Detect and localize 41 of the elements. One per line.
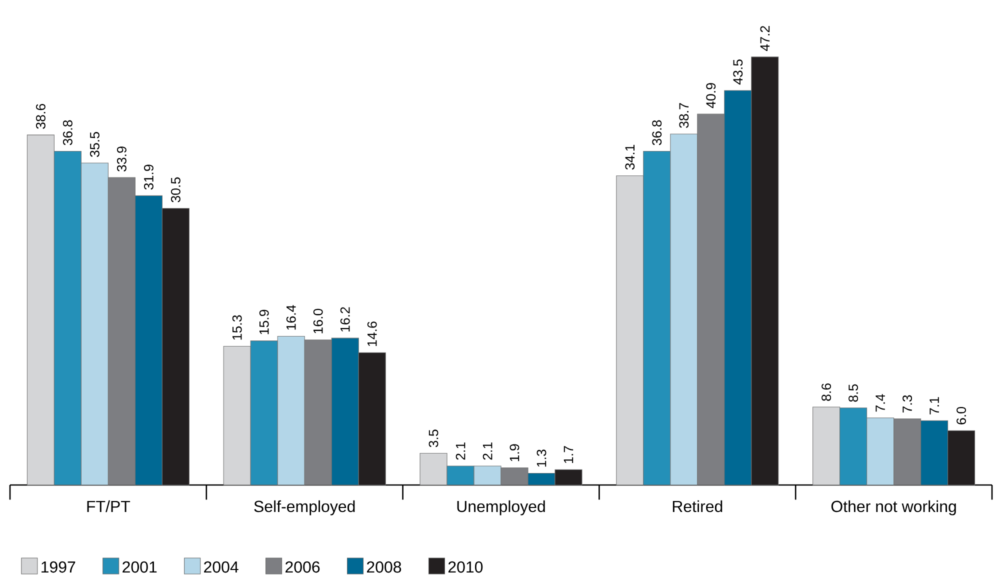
data-label: 16.0: [313, 308, 323, 334]
legend-label: 2006: [286, 561, 320, 573]
data-label: 7.3: [902, 395, 912, 413]
data-label: 7.4: [876, 394, 885, 412]
data-label: 36.8: [62, 120, 72, 146]
data-label: 33.9: [116, 146, 126, 172]
data-label: 15.9: [259, 310, 269, 334]
x-tick-label: Unemployed: [457, 500, 545, 516]
data-label: 2.1: [456, 442, 466, 460]
x-tick-label: FT/PT: [87, 500, 130, 512]
legend-label: 2008: [366, 561, 402, 573]
x-tick-label: Self-employed: [254, 500, 355, 516]
data-label: 8.6: [822, 383, 832, 401]
x-tick-label: Other not working: [831, 500, 956, 516]
data-label: 31.9: [144, 164, 154, 190]
data-label: 2.1: [482, 442, 492, 460]
data-label: 15.3: [232, 315, 242, 340]
data-label: 35.5: [90, 132, 100, 157]
data-label: 7.1: [930, 397, 939, 414]
data-label: 8.5: [848, 384, 858, 402]
legend-label: 2001: [122, 561, 157, 573]
data-label: 14.6: [367, 322, 377, 346]
legend-label: 2010: [448, 561, 483, 573]
data-label: 1.3: [536, 450, 546, 467]
data-label: 43.5: [733, 60, 743, 85]
legend-label: 1997: [42, 561, 76, 573]
data-label: 16.2: [340, 307, 350, 332]
data-label: 1.9: [510, 444, 520, 462]
data-label: 30.5: [170, 177, 180, 202]
x-tick-label: Retired: [672, 500, 722, 512]
data-label: 16.4: [286, 305, 296, 330]
data-label: 40.9: [706, 83, 716, 108]
data-label: 38.6: [36, 104, 46, 129]
data-label: 3.5: [428, 430, 438, 448]
legend-label: 2004: [204, 561, 238, 573]
data-label: 47.2: [760, 26, 770, 52]
data-label: 34.1: [625, 144, 635, 170]
data-label: 1.7: [564, 446, 574, 463]
data-label: 38.7: [679, 103, 689, 128]
data-label: 6.0: [956, 406, 966, 424]
data-label: 36.8: [652, 120, 662, 146]
